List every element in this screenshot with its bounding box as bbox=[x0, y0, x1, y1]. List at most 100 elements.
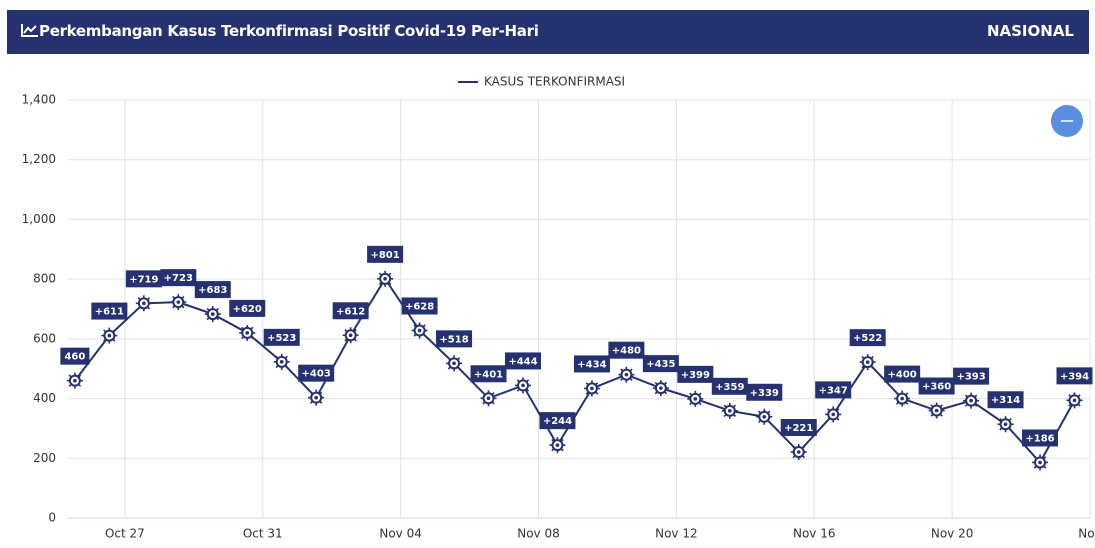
virus-core bbox=[590, 386, 594, 391]
value-label: +683 bbox=[198, 285, 227, 296]
y-tick-label: 400 bbox=[33, 391, 56, 405]
value-label: 460 bbox=[64, 352, 85, 363]
value-label-box bbox=[1022, 429, 1059, 447]
value-label-box bbox=[573, 355, 610, 373]
virus-marker bbox=[549, 437, 566, 454]
value-label: +719 bbox=[129, 274, 158, 285]
value-label-box bbox=[815, 381, 852, 399]
virus-marker bbox=[308, 389, 325, 406]
value-label-box bbox=[504, 352, 541, 370]
virus-marker bbox=[411, 322, 428, 339]
virus-core bbox=[969, 398, 973, 403]
y-tick-label: 200 bbox=[33, 451, 56, 465]
virus-marker bbox=[618, 366, 635, 383]
virus-core bbox=[279, 360, 284, 364]
virus-marker bbox=[135, 295, 152, 312]
value-label-box bbox=[642, 355, 679, 373]
x-tick-label: Nov bbox=[1078, 527, 1095, 541]
value-label-box bbox=[401, 297, 438, 315]
virus-marker bbox=[825, 406, 842, 423]
virus-core bbox=[624, 372, 629, 377]
chart-icon bbox=[21, 24, 38, 37]
value-label: +522 bbox=[853, 333, 882, 344]
value-label-box bbox=[780, 419, 817, 437]
value-label: +523 bbox=[267, 333, 296, 344]
value-label: +518 bbox=[439, 334, 468, 345]
virus-core bbox=[728, 409, 732, 413]
value-label-box bbox=[229, 299, 266, 317]
value-label: +400 bbox=[888, 370, 917, 381]
value-label: +347 bbox=[819, 385, 848, 396]
virus-core bbox=[486, 396, 491, 401]
value-label-box bbox=[332, 302, 369, 320]
x-tick-label: Nov 20 bbox=[931, 527, 974, 541]
virus-marker bbox=[342, 327, 359, 344]
virus-core bbox=[176, 300, 181, 304]
virus-core bbox=[348, 333, 353, 338]
virus-marker bbox=[687, 390, 704, 407]
value-label-box bbox=[194, 281, 231, 299]
value-label-box bbox=[160, 269, 197, 287]
value-label-box bbox=[436, 330, 473, 348]
y-tick-label: 0 bbox=[48, 511, 56, 525]
virus-marker bbox=[859, 354, 876, 371]
legend-label: KASUS TERKONFIRMASI bbox=[484, 75, 625, 89]
value-label-box bbox=[608, 341, 645, 359]
virus-marker bbox=[1032, 454, 1049, 471]
virus-core bbox=[831, 412, 836, 417]
y-tick-label: 1,200 bbox=[22, 152, 56, 166]
value-label-box bbox=[91, 302, 128, 320]
virus-core bbox=[1038, 460, 1042, 465]
value-label-box bbox=[539, 412, 576, 430]
title: Perkembangan Kasus Terkonfirmasi Positif… bbox=[21, 22, 539, 40]
value-label: +393 bbox=[956, 372, 985, 383]
virus-marker bbox=[790, 444, 807, 461]
virus-core bbox=[1003, 422, 1008, 427]
virus-marker bbox=[480, 390, 497, 407]
x-tick-label: Oct 27 bbox=[105, 527, 145, 541]
virus-marker bbox=[446, 355, 463, 372]
value-label-box bbox=[884, 365, 921, 383]
virus-marker bbox=[583, 380, 600, 397]
virus-marker bbox=[170, 294, 187, 311]
virus-core bbox=[107, 333, 112, 338]
value-label: +221 bbox=[784, 423, 813, 434]
value-label: +620 bbox=[233, 304, 262, 315]
value-label-box bbox=[60, 347, 90, 365]
virus-marker bbox=[101, 327, 118, 344]
virus-core bbox=[796, 450, 801, 454]
title-text: Perkembangan Kasus Terkonfirmasi Positif… bbox=[39, 22, 539, 40]
value-label: +394 bbox=[1060, 371, 1089, 382]
virus-core bbox=[900, 396, 904, 401]
value-label-box bbox=[746, 383, 783, 401]
value-label: +628 bbox=[405, 301, 434, 312]
virus-core bbox=[693, 397, 698, 401]
x-tick-label: Nov 04 bbox=[379, 527, 422, 541]
y-tick-label: 600 bbox=[33, 331, 56, 345]
value-label: +723 bbox=[164, 273, 193, 284]
virus-marker bbox=[997, 416, 1014, 433]
value-label: +339 bbox=[750, 388, 779, 399]
virus-marker bbox=[928, 402, 945, 419]
value-label-box bbox=[677, 365, 714, 383]
y-tick-label: 1,000 bbox=[22, 212, 56, 226]
y-tick-label: 800 bbox=[33, 272, 56, 286]
virus-marker bbox=[1066, 392, 1083, 409]
virus-marker bbox=[239, 324, 256, 341]
value-label: +611 bbox=[95, 307, 124, 318]
virus-core bbox=[659, 386, 663, 390]
x-tick-label: Oct 31 bbox=[243, 527, 283, 541]
virus-core bbox=[934, 408, 939, 413]
x-tick-label: Nov 16 bbox=[793, 527, 836, 541]
virus-core bbox=[314, 395, 318, 400]
virus-core bbox=[452, 361, 456, 366]
virus-marker bbox=[204, 306, 221, 323]
virus-core bbox=[417, 328, 422, 333]
value-label: +480 bbox=[612, 346, 641, 357]
value-label-box bbox=[470, 365, 507, 383]
value-label-box bbox=[1056, 367, 1093, 385]
header: Perkembangan Kasus Terkonfirmasi Positif… bbox=[7, 10, 1089, 54]
value-label: +244 bbox=[543, 416, 572, 427]
virus-core bbox=[762, 414, 767, 419]
